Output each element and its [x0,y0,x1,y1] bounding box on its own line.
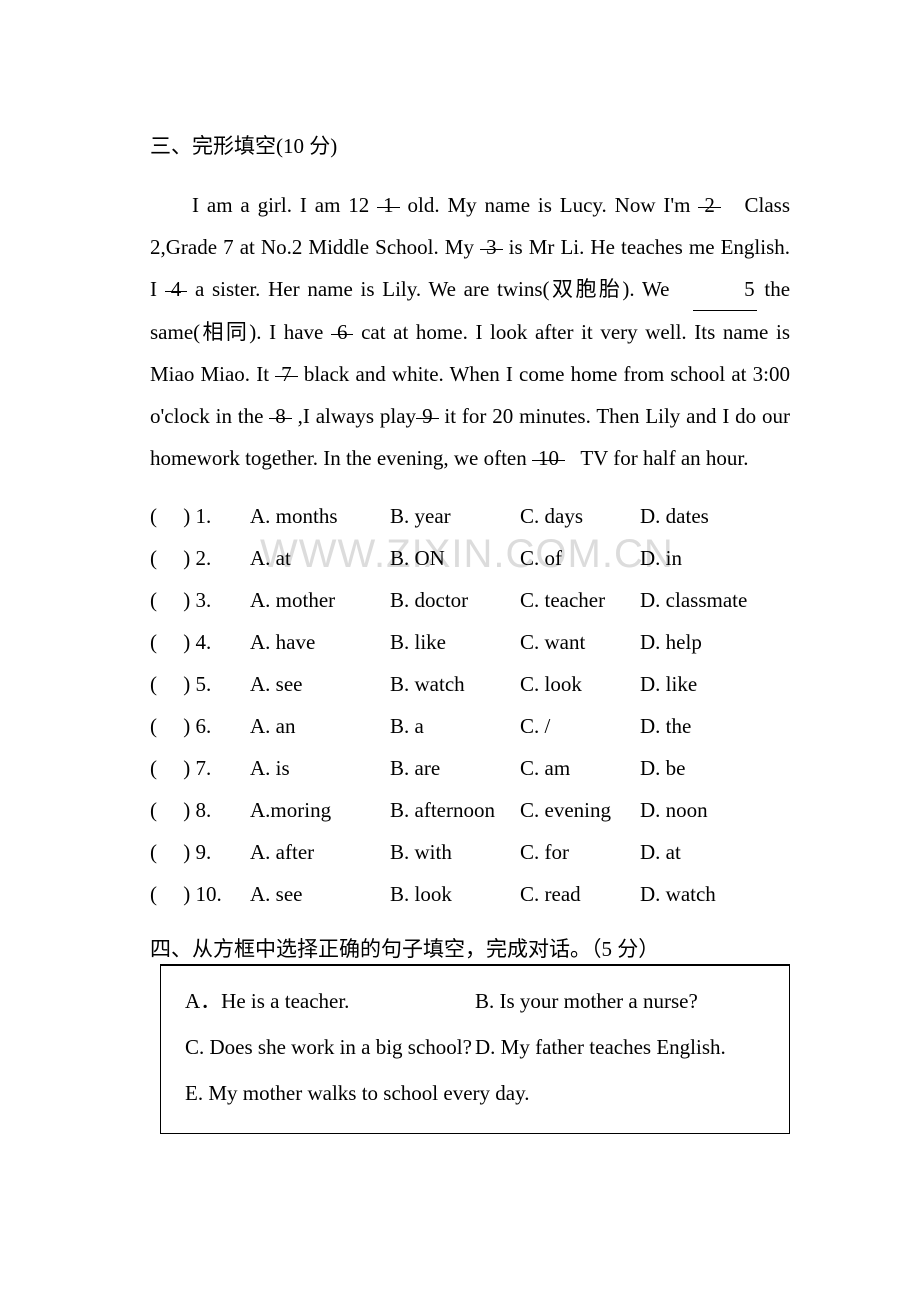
blank-10: 10 [532,437,565,461]
opt-d: D. classmate [640,579,760,621]
opt-b: B. watch [390,663,520,705]
opt-num: 9 [196,840,207,864]
opt-a: A.moring [250,789,390,831]
opt-c: C. want [520,621,640,663]
opt-c: C. evening [520,789,640,831]
passage-text: ,I always play [292,404,416,428]
opt-num: 7 [196,756,207,780]
opt-a: A. have [250,621,390,663]
opt-a: A. at [250,537,390,579]
passage-text: a sister. Her name is Lily. We are twins… [187,277,677,301]
blank-1: 1 [377,184,400,208]
opt-a: A. see [250,663,390,705]
opt-c: C. look [520,663,640,705]
opt-d: D. the [640,705,760,747]
opt-b: B. afternoon [390,789,520,831]
opt-b: B. are [390,747,520,789]
section3-title: 三、完形填空(10 分) [150,130,790,160]
box-option-e: E. My mother walks to school every day. [185,1070,769,1116]
box-option-c: C. Does she work in a big school? [185,1024,475,1070]
opt-c: C. read [520,873,640,915]
opt-b: B. with [390,831,520,873]
options-list: ( ) 1. A. months B. year C. days D. date… [150,495,790,915]
opt-d: D. dates [640,495,760,537]
passage-text: old. My name is Lucy. Now I'm [400,193,699,217]
blank-9: 9 [416,395,439,419]
paren-open: ( [150,504,157,528]
opt-num: 3 [196,588,207,612]
opt-c: C. days [520,495,640,537]
opt-c: C. of [520,537,640,579]
blank-7: 7 [275,353,298,377]
passage-text: TV for half an hour. [575,446,748,470]
box-option-d: D. My father teaches English. [475,1024,726,1070]
blank-2: 2 [698,184,721,208]
option-row: ( ) 2. A. at B. ON C. of D. in [150,537,790,579]
opt-a: A. after [250,831,390,873]
blank-4: 4 [165,268,188,292]
opt-c: C. for [520,831,640,873]
opt-d: D. at [640,831,760,873]
opt-d: D. be [640,747,760,789]
opt-d: D. like [640,663,760,705]
opt-num: 2 [196,546,207,570]
opt-a: A. an [250,705,390,747]
section4-title: 四、从方框中选择正确的句子填空，完成对话。（5 分） [150,933,790,964]
opt-a: A. see [250,873,390,915]
opt-d: D. watch [640,873,760,915]
option-row: ( ) 9. A. after B. with C. for D. at [150,831,790,873]
opt-b: B. doctor [390,579,520,621]
opt-d: D. help [640,621,760,663]
passage-text: I am a girl. I am 12 [192,193,377,217]
opt-d: D. in [640,537,760,579]
opt-num: 10 [196,882,217,906]
option-row: ( ) 3. A. mother B. doctor C. teacher D.… [150,579,790,621]
option-row: ( ) 4. A. have B. like C. want D. help [150,621,790,663]
blank-8: 8 [269,395,292,419]
blank-3: 3 [480,226,503,250]
box-option-a: A．He is a teacher. [185,978,475,1024]
opt-a: A. is [250,747,390,789]
option-row: ( ) 6. A. an B. a C. / D. the [150,705,790,747]
box-option-b: B. Is your mother a nurse? [475,978,698,1024]
opt-c: C. teacher [520,579,640,621]
blank-5: 5 [693,268,757,311]
opt-c: C. / [520,705,640,747]
opt-c: C. am [520,747,640,789]
option-row: ( ) 7. A. is B. are C. am D. be [150,747,790,789]
opt-a: A. mother [250,579,390,621]
opt-num: 4 [196,630,207,654]
answer-box: A．He is a teacher. B. Is your mother a n… [160,964,790,1134]
passage-text [565,446,576,470]
paren-close: ) [183,504,195,528]
passage-text [721,193,737,217]
blank-6: 6 [331,311,354,335]
opt-b: B. look [390,873,520,915]
cloze-passage: I am a girl. I am 12 1 old. My name is L… [150,184,790,479]
opt-d: D. noon [640,789,760,831]
opt-a: A. months [250,495,390,537]
option-row: ( ) 10. A. see B. look C. read D. watch [150,873,790,915]
opt-num: 1 [196,504,207,528]
option-row: ( ) 5. A. see B. watch C. look D. like [150,663,790,705]
opt-num: 5 [196,672,207,696]
opt-b: B. ON [390,537,520,579]
option-row: ( ) 8. A.moring B. afternoon C. evening … [150,789,790,831]
opt-b: B. year [390,495,520,537]
opt-num: 6 [196,714,207,738]
passage-text [677,277,692,301]
opt-b: B. a [390,705,520,747]
opt-num: 8 [196,798,207,822]
opt-b: B. like [390,621,520,663]
option-row: ( ) 1. A. months B. year C. days D. date… [150,495,790,537]
